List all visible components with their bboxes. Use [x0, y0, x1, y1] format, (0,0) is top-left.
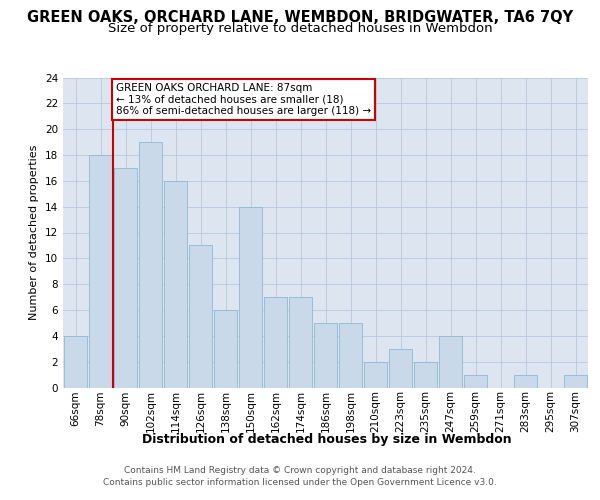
Bar — [514, 374, 538, 388]
Bar — [563, 374, 587, 388]
Text: Size of property relative to detached houses in Wembdon: Size of property relative to detached ho… — [107, 22, 493, 35]
Text: Distribution of detached houses by size in Wembdon: Distribution of detached houses by size … — [142, 432, 512, 446]
Bar — [364, 362, 388, 388]
Bar — [314, 323, 337, 388]
Bar — [188, 246, 212, 388]
Bar — [263, 297, 287, 388]
Bar — [89, 155, 112, 388]
Bar — [214, 310, 238, 388]
Text: Contains public sector information licensed under the Open Government Licence v3: Contains public sector information licen… — [103, 478, 497, 487]
Bar — [439, 336, 463, 388]
Bar — [113, 168, 137, 388]
Bar — [464, 374, 487, 388]
Bar — [239, 206, 262, 388]
Bar — [289, 297, 313, 388]
Bar — [64, 336, 88, 388]
Text: Contains HM Land Registry data © Crown copyright and database right 2024.: Contains HM Land Registry data © Crown c… — [124, 466, 476, 475]
Bar — [413, 362, 437, 388]
Bar — [389, 349, 412, 388]
Y-axis label: Number of detached properties: Number of detached properties — [29, 145, 40, 320]
Bar — [164, 181, 187, 388]
Text: GREEN OAKS ORCHARD LANE: 87sqm
← 13% of detached houses are smaller (18)
86% of : GREEN OAKS ORCHARD LANE: 87sqm ← 13% of … — [116, 82, 371, 116]
Bar — [139, 142, 163, 388]
Bar — [338, 323, 362, 388]
Text: GREEN OAKS, ORCHARD LANE, WEMBDON, BRIDGWATER, TA6 7QY: GREEN OAKS, ORCHARD LANE, WEMBDON, BRIDG… — [27, 10, 573, 25]
